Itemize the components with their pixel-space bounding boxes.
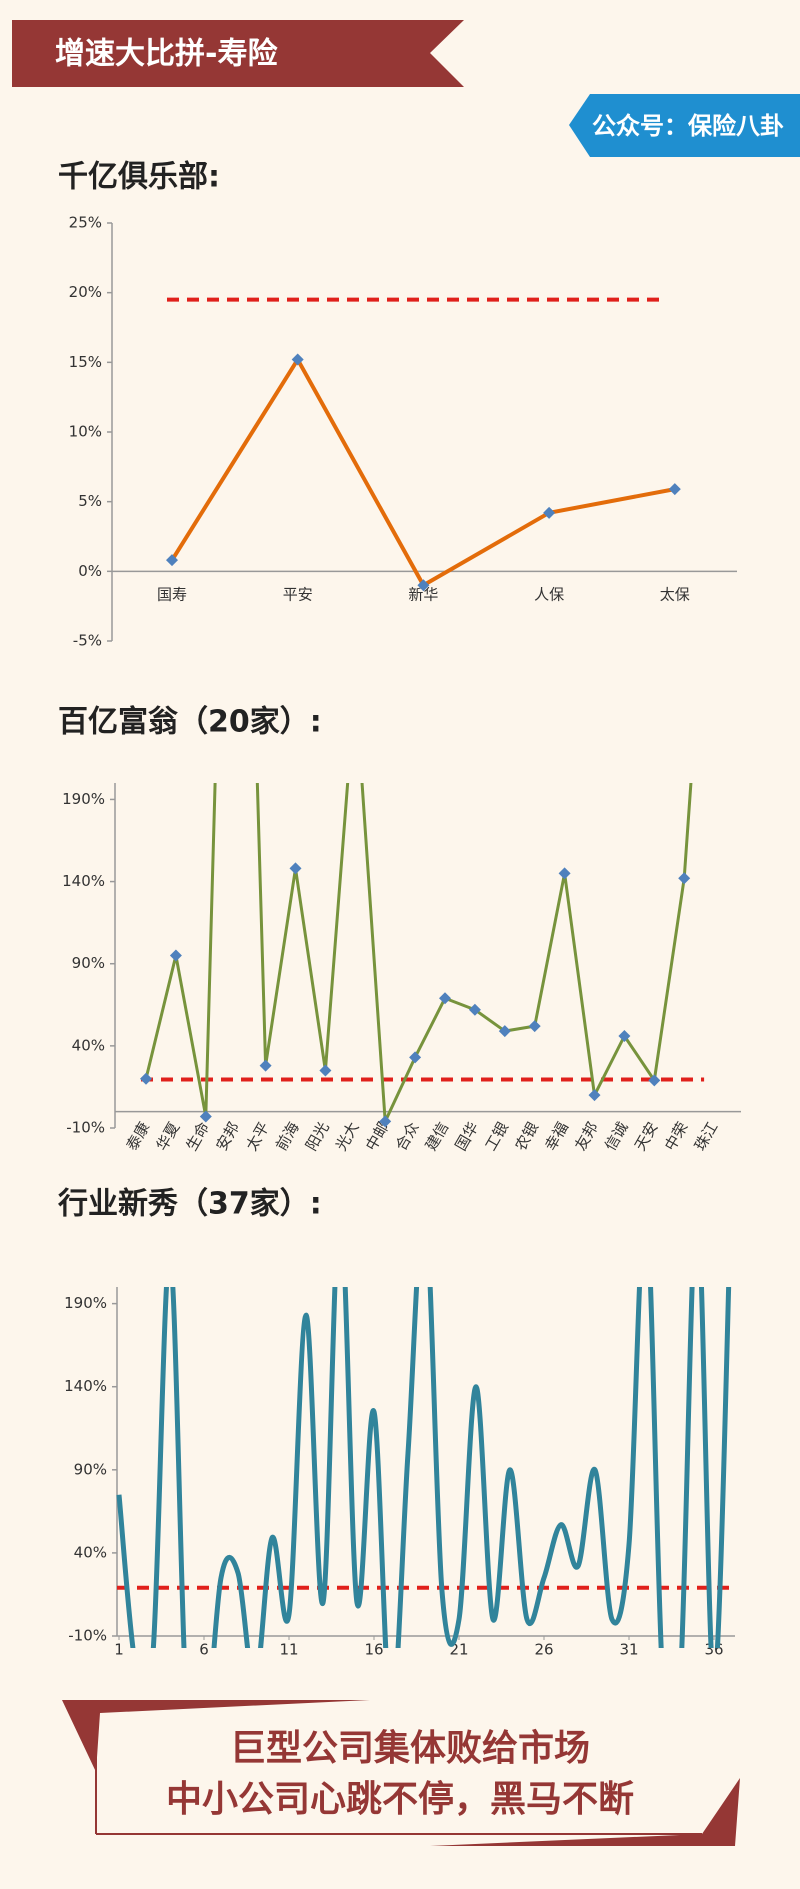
- x-tick-label: 国寿: [157, 585, 187, 603]
- y-tick-label: 140%: [62, 872, 105, 890]
- data-point: [409, 1051, 422, 1064]
- title-banner: [12, 20, 464, 87]
- x-tick-label: 1: [114, 1641, 124, 1659]
- y-tick-label: 190%: [62, 790, 105, 808]
- x-tick-label: 11: [279, 1641, 298, 1659]
- plot: [140, 783, 693, 1128]
- y-tick-label: -10%: [66, 1119, 105, 1137]
- data-point: [289, 862, 302, 875]
- data-point: [678, 872, 691, 885]
- data-point: [379, 1115, 392, 1128]
- y-tick-label: 40%: [74, 1543, 107, 1561]
- y-tick-label: 90%: [72, 954, 105, 972]
- x-tick-label: 6: [199, 1641, 209, 1659]
- data-point: [259, 1059, 272, 1072]
- y-tick-label: 0%: [78, 562, 102, 580]
- badge: [569, 94, 800, 157]
- data-point: [199, 1110, 212, 1123]
- data-point: [166, 554, 178, 567]
- data-point: [668, 483, 681, 496]
- data-point: [528, 1020, 541, 1033]
- x-tick-label: 26: [534, 1641, 553, 1659]
- data-point: [648, 1074, 661, 1087]
- page-title: 增速大比拼-寿险: [55, 37, 278, 72]
- series-line: [144, 783, 693, 1123]
- data-point: [543, 506, 556, 519]
- y-tick-label: 40%: [72, 1036, 105, 1054]
- x-tick-label: 太保: [660, 585, 690, 603]
- plot: [166, 353, 681, 592]
- data-point: [169, 949, 182, 962]
- data-point: [417, 579, 430, 592]
- y-tick-label: 140%: [64, 1377, 107, 1395]
- chart-title: 千亿俱乐部:: [58, 160, 220, 195]
- data-point: [439, 992, 451, 1005]
- y-tick-label: -10%: [68, 1627, 107, 1645]
- y-tick-label: 10%: [69, 423, 102, 441]
- data-point: [588, 1089, 601, 1102]
- footer-line: 中小公司心跳不停，黑马不断: [166, 1779, 634, 1820]
- ribbon-fold: [62, 1700, 370, 1772]
- x-tick-label: 平安: [283, 585, 313, 603]
- chart-title: 百亿富翁（20家）:: [58, 705, 322, 740]
- data-point: [618, 1030, 631, 1042]
- data-point: [319, 1064, 332, 1077]
- chart-title: 行业新秀（37家）:: [57, 1187, 322, 1222]
- y-tick-label: 25%: [69, 214, 102, 232]
- data-point: [558, 867, 571, 880]
- data-point: [468, 1003, 481, 1016]
- y-tick-label: -5%: [73, 632, 102, 650]
- data-point: [291, 353, 304, 366]
- badge-text: 公众号：保险八卦: [592, 112, 784, 140]
- x-tick-label: 新华: [408, 585, 438, 603]
- y-tick-label: 15%: [69, 353, 102, 371]
- y-tick-label: 190%: [64, 1294, 107, 1312]
- data-point: [498, 1025, 511, 1038]
- ribbon-fold: [430, 1778, 740, 1846]
- y-tick-label: 5%: [78, 492, 102, 510]
- x-tick-label: 36: [704, 1641, 723, 1659]
- x-tick-label: 31: [619, 1641, 638, 1659]
- data-point: [140, 1072, 152, 1085]
- plot: [116, 1287, 732, 1648]
- y-tick-label: 90%: [74, 1460, 107, 1478]
- x-tick-label: 16: [364, 1641, 383, 1659]
- y-tick-label: 20%: [69, 283, 102, 301]
- series-line: [116, 1287, 732, 1648]
- x-tick-label: 人保: [534, 585, 564, 603]
- footer-line: 巨型公司集体败给市场: [230, 1728, 590, 1769]
